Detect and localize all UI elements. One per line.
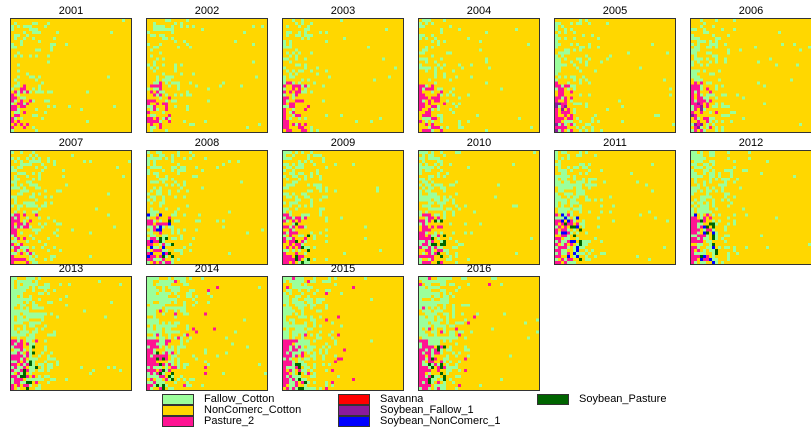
map-panel-2008: 2008 bbox=[146, 136, 268, 265]
map-raster bbox=[10, 150, 132, 265]
map-raster bbox=[282, 150, 404, 265]
map-raster bbox=[10, 276, 132, 391]
legend-item-soybean-fallow-1: Soybean_Fallow_1 bbox=[338, 404, 474, 416]
map-raster bbox=[10, 18, 132, 133]
map-raster bbox=[554, 18, 676, 133]
panel-title: 2003 bbox=[330, 5, 356, 17]
map-raster bbox=[418, 150, 540, 265]
legend-label: Soybean_NonComerc_1 bbox=[380, 415, 501, 427]
map-panel-2004: 2004 bbox=[418, 4, 540, 133]
legend-label: Soybean_Fallow_1 bbox=[380, 404, 474, 416]
legend-swatch bbox=[338, 404, 370, 416]
panel-title: 2008 bbox=[194, 137, 220, 149]
panel-title: 2006 bbox=[738, 5, 764, 17]
legend: Fallow_Cotton NonComerc_Cotton Pasture_2 Sa… bbox=[0, 392, 811, 430]
panel-title: 2007 bbox=[58, 137, 84, 149]
map-raster bbox=[690, 150, 811, 265]
panel-title: 2010 bbox=[466, 137, 492, 149]
map-panel-2012: 2012 bbox=[690, 136, 811, 265]
panel-title: 2011 bbox=[603, 137, 627, 149]
panel-title: 2012 bbox=[738, 137, 764, 149]
map-raster bbox=[146, 150, 268, 265]
map-panel-2006: 2006 bbox=[690, 4, 811, 133]
legend-item-soybean-noncomerc-1: Soybean_NonComerc_1 bbox=[338, 415, 500, 427]
panel-title: 2013 bbox=[58, 263, 84, 275]
map-grid: 2001 2002 2003 2004 2005 2006 2007 2008 2009 2010… bbox=[10, 4, 811, 391]
panel-title: 2002 bbox=[194, 5, 220, 17]
map-raster bbox=[554, 150, 676, 265]
map-panel-2015: 2015 bbox=[282, 262, 404, 391]
legend-swatch bbox=[338, 393, 370, 405]
map-raster bbox=[418, 276, 540, 391]
legend-item-fallow-cotton: Fallow_Cotton bbox=[162, 393, 274, 405]
legend-swatch bbox=[162, 393, 194, 405]
map-panel-2005: 2005 bbox=[554, 4, 676, 133]
map-panel-2016: 2016 bbox=[418, 262, 540, 391]
map-raster bbox=[146, 18, 268, 133]
legend-swatch bbox=[162, 404, 194, 416]
legend-swatch bbox=[338, 415, 370, 427]
map-panel-2009: 2009 bbox=[282, 136, 404, 265]
legend-item-savanna: Savanna bbox=[338, 393, 423, 405]
map-panel-2007: 2007 bbox=[10, 136, 132, 265]
map-panel-2010: 2010 bbox=[418, 136, 540, 265]
map-panel-2013: 2013 bbox=[10, 262, 132, 391]
legend-label: Savanna bbox=[380, 393, 424, 405]
legend-label: Soybean_Pasture bbox=[579, 393, 667, 405]
legend-label: NonComerc_Cotton bbox=[204, 404, 302, 416]
legend-label: Pasture_2 bbox=[204, 415, 255, 427]
legend-label: Fallow_Cotton bbox=[204, 393, 275, 405]
map-panel-2014: 2014 bbox=[146, 262, 268, 391]
map-raster bbox=[282, 18, 404, 133]
legend-swatch bbox=[162, 415, 194, 427]
map-raster bbox=[146, 276, 268, 391]
map-raster bbox=[282, 276, 404, 391]
panel-title: 2015 bbox=[330, 263, 356, 275]
legend-item-noncomerc-cotton: NonComerc_Cotton bbox=[162, 404, 301, 416]
map-panel-2011: 2011 bbox=[554, 136, 676, 265]
map-raster bbox=[690, 18, 811, 133]
panel-title: 2005 bbox=[602, 5, 628, 17]
legend-item-pasture-2: Pasture_2 bbox=[162, 415, 254, 427]
map-raster bbox=[418, 18, 540, 133]
panel-title: 2004 bbox=[466, 5, 492, 17]
map-panel-2003: 2003 bbox=[282, 4, 404, 133]
panel-title: 2009 bbox=[330, 137, 356, 149]
map-panel-2001: 2001 bbox=[10, 4, 132, 133]
legend-item-soybean-pasture: Soybean_Pasture bbox=[537, 393, 666, 405]
panel-title: 2014 bbox=[194, 263, 220, 275]
map-panel-2002: 2002 bbox=[146, 4, 268, 133]
legend-swatch bbox=[537, 393, 569, 405]
panel-title: 2001 bbox=[58, 5, 84, 17]
panel-title: 2016 bbox=[466, 263, 492, 275]
